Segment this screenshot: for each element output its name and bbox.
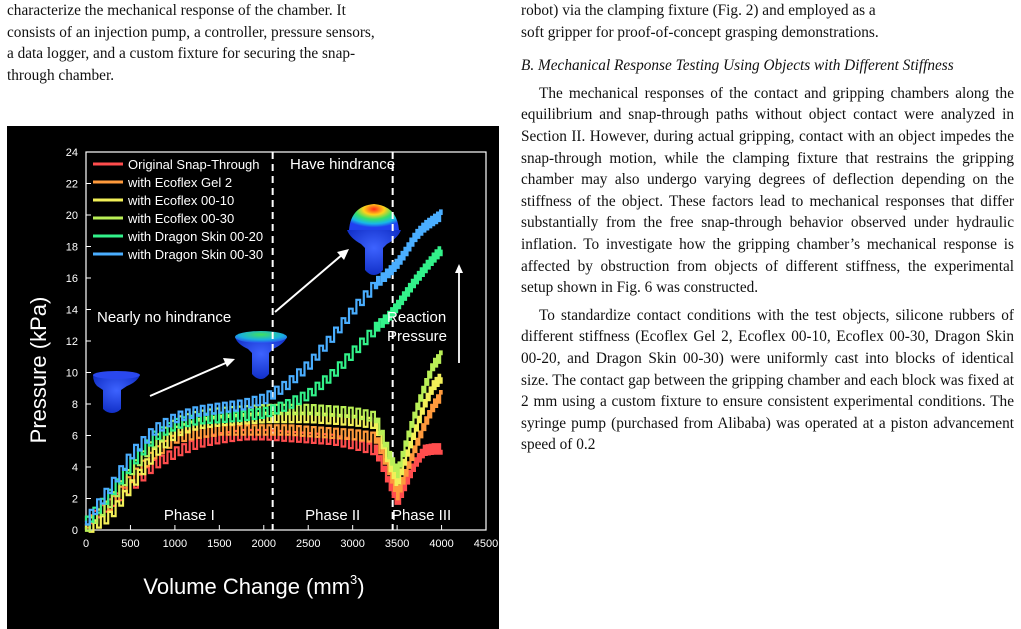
- phase-label: Phase II: [305, 507, 360, 524]
- x-tick-label: 0: [83, 538, 89, 550]
- right-intro-line-2: soft gripper for proof-of-concept graspi…: [521, 23, 879, 41]
- right-column-text: robot) via the clamping fixture (Fig. 2)…: [521, 0, 1014, 456]
- section-heading: B. Mechanical Response Testing Using Obj…: [521, 57, 954, 75]
- x-tick-label: 1000: [163, 538, 187, 550]
- y-tick-label: 6: [72, 431, 78, 443]
- reaction-pressure-arrow-icon: [455, 264, 463, 363]
- series-line-2: [84, 373, 443, 533]
- legend-entry: Original Snap-Through: [128, 157, 260, 172]
- y-tick-label: 4: [72, 462, 78, 474]
- x-tick-label: 2000: [252, 538, 276, 550]
- y-tick-label: 24: [66, 147, 78, 159]
- legend-entry: with Dragon Skin 00-30: [127, 247, 263, 262]
- x-tick-label: 3000: [340, 538, 364, 550]
- series-line-3: [84, 350, 443, 532]
- x-tick-label: 1500: [207, 538, 231, 550]
- deformation-arrow-2-icon: [274, 249, 349, 313]
- x-tick-label: 4500: [474, 538, 498, 550]
- series-line-0: [84, 428, 443, 525]
- phase-label: Phase I: [164, 507, 215, 524]
- annotation-reaction: Reaction: [387, 309, 446, 326]
- y-tick-label: 22: [66, 179, 78, 191]
- paragraph-2: To standardize contact conditions with t…: [521, 306, 1014, 454]
- chamber-model-hindered-bulge-icon: [347, 204, 401, 275]
- y-tick-label: 14: [66, 305, 78, 317]
- legend-entry: with Dragon Skin 00-20: [127, 229, 263, 244]
- y-axis-label: Pressure (kPa): [26, 297, 51, 444]
- series-line-5: [84, 209, 443, 526]
- chamber-model-slight-deformation-icon: [235, 331, 287, 379]
- y-tick-label: 0: [72, 525, 78, 537]
- pressure-volume-chart: 0 500 1000 1500 2000 2500 3000 3500 4000 45000246…: [26, 147, 498, 599]
- x-tick-label: 500: [121, 538, 139, 550]
- figure-pressure-volume-chart: 0 500 1000 1500 2000 2500 3000 3500 4000 4500 0 2 4 6…: [7, 126, 499, 629]
- legend-entry: with Ecoflex 00-30: [127, 211, 234, 226]
- series-line-4: [84, 246, 443, 523]
- right-intro-line-1: robot) via the clamping fixture (Fig. 2)…: [521, 2, 876, 19]
- y-tick-label: 10: [66, 368, 78, 380]
- y-tick-label: 20: [66, 210, 78, 222]
- y-tick-label: 18: [66, 242, 78, 254]
- left-line-2: consists of an injection pump, a control…: [7, 23, 375, 41]
- annotation-nearly-no-hindrance: Nearly no hindrance: [97, 309, 231, 326]
- y-tick-label: 8: [72, 399, 78, 411]
- left-column-text: characterize the mechanical response of …: [7, 0, 499, 86]
- y-tick-label: 16: [66, 273, 78, 285]
- legend-entry: with Ecoflex 00-10: [127, 193, 234, 208]
- phase-label: Phase III: [392, 507, 451, 524]
- left-line-4: through chamber.: [7, 66, 115, 84]
- chamber-model-undeformed-icon: [93, 371, 140, 413]
- x-tick-label: 3500: [385, 538, 409, 550]
- annotation-pressure: Pressure: [387, 328, 447, 345]
- y-tick-label: 2: [72, 494, 78, 506]
- annotation-have-hindrance: Have hindrance: [290, 156, 395, 173]
- x-axis-label: Volume Change (mm3): [143, 572, 364, 599]
- y-tick-label: 12: [66, 336, 78, 348]
- deformation-arrow-1-icon: [149, 358, 235, 397]
- x-tick-label: 4000: [429, 538, 453, 550]
- paragraph-1: The mechanical responses of the contact …: [521, 84, 1014, 297]
- left-line-1: characterize the mechanical response of …: [7, 2, 346, 19]
- legend-entry: with Ecoflex Gel 2: [127, 175, 232, 190]
- x-tick-label: 2500: [296, 538, 320, 550]
- left-line-3: a data logger, and a custom fixture for …: [7, 45, 356, 63]
